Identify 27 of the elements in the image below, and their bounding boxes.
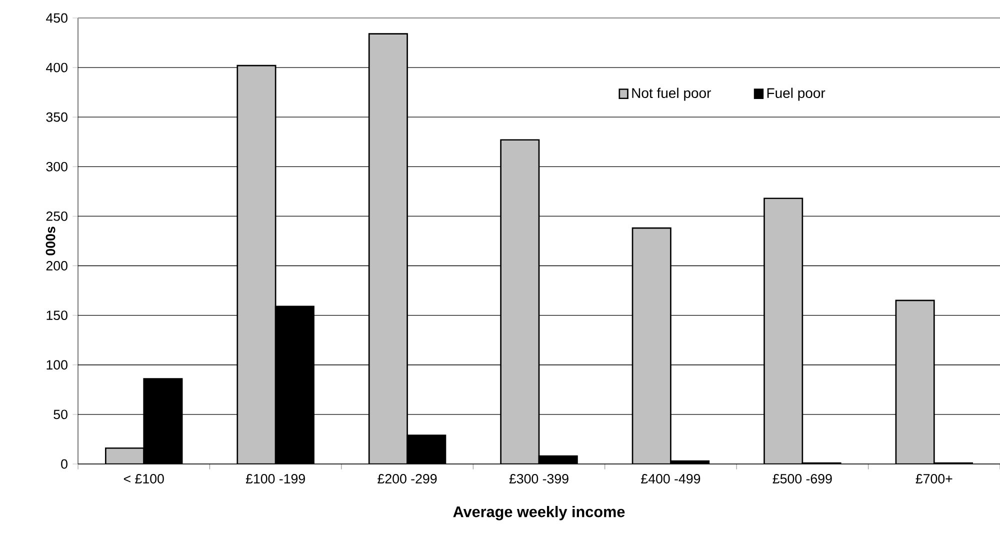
x-tick-label: £300 -399 (509, 474, 568, 484)
x-tick-label: £500 -699 (772, 474, 832, 484)
bar (764, 198, 804, 464)
y-tick-label: 350 (46, 112, 68, 122)
bar (500, 139, 540, 464)
legend-label: Not fuel poor (632, 88, 711, 101)
y-tick-label: 50 (54, 410, 68, 420)
bar (632, 227, 672, 464)
y-tick-label: 400 (46, 62, 68, 72)
bar (236, 64, 276, 464)
y-axis-title: 000s (46, 226, 56, 256)
legend-label: Fuel poor (767, 88, 826, 101)
y-tick-label: 0 (61, 459, 68, 469)
x-tick-label: < £100 (124, 474, 164, 484)
x-tick-label: £400 -499 (641, 474, 700, 484)
y-tick-label: 250 (46, 211, 68, 221)
y-tick-label: 200 (46, 261, 68, 270)
x-tick-label: £700+ (916, 474, 952, 484)
x-axis-title: Average weekly income (453, 506, 625, 520)
bar (895, 300, 935, 464)
x-tick-label: £100 -199 (246, 474, 305, 484)
y-tick-label: 100 (46, 360, 68, 370)
y-tick-label: 150 (46, 310, 68, 320)
y-tick-label: 300 (46, 162, 68, 172)
y-tick-label: 450 (46, 13, 68, 23)
bar (368, 33, 408, 464)
x-tick-label: £200 -299 (378, 474, 437, 484)
